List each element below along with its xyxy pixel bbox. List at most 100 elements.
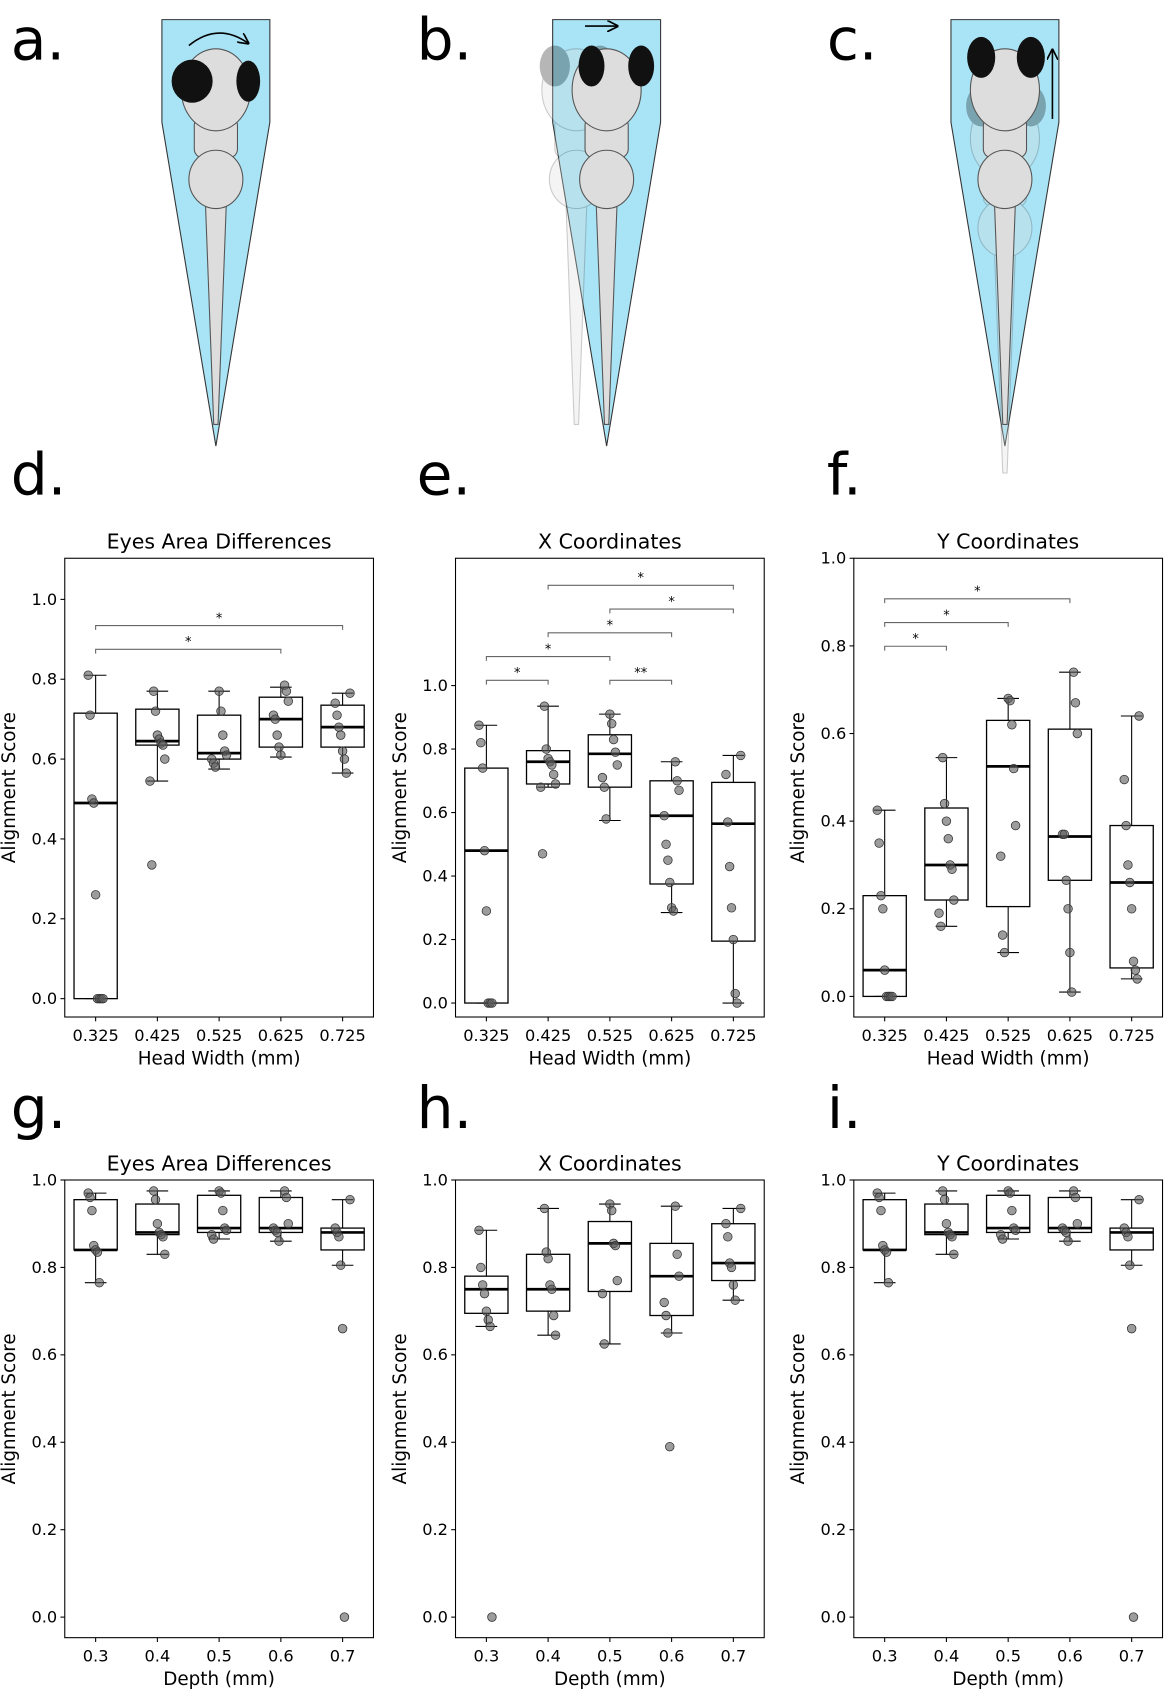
y-tick-label: 1.0: [422, 676, 448, 695]
data-point: [659, 1297, 669, 1308]
data-point: [878, 904, 888, 914]
box: [464, 767, 509, 1004]
data-point: [145, 776, 155, 786]
data-point: [943, 833, 953, 844]
data-point: [270, 714, 281, 724]
data-point: [597, 772, 608, 783]
x-tick-label: 0.525: [985, 1026, 1031, 1045]
x-axis-label: Depth (mm): [952, 1669, 1064, 1690]
significance-label: *: [185, 635, 192, 650]
y-tick-label: 1.0: [821, 549, 847, 568]
y-tick-label: 0.8: [821, 636, 847, 655]
data-point: [283, 696, 293, 706]
data-point: [487, 998, 497, 1008]
data-point: [674, 785, 684, 796]
data-point: [92, 1247, 103, 1257]
data-point: [550, 779, 561, 789]
data-point: [601, 814, 611, 824]
data-point: [94, 1278, 105, 1288]
plot-frame: [64, 557, 375, 1018]
data-point: [663, 1328, 673, 1338]
data-point: [1007, 1205, 1017, 1216]
significance-label: *: [912, 632, 919, 647]
data-point: [474, 720, 484, 730]
data-point: [997, 1234, 1008, 1244]
y-tick-label: 0.2: [422, 1520, 448, 1539]
data-point: [724, 861, 735, 872]
box: [711, 1223, 756, 1282]
data-point: [949, 895, 959, 905]
data-point: [1126, 1323, 1137, 1334]
data-point: [1068, 667, 1079, 677]
data-point: [477, 1280, 488, 1290]
x-tick-label: 0.725: [319, 1026, 365, 1045]
data-point: [597, 1288, 608, 1299]
data-point: [541, 744, 551, 754]
data-point: [158, 1232, 168, 1242]
data-point: [1126, 904, 1137, 914]
data-point: [539, 1203, 550, 1214]
data-point: [883, 1278, 894, 1288]
data-point: [150, 706, 161, 716]
y-tick-label: 0.6: [422, 803, 448, 822]
significance-bracket: [485, 679, 549, 685]
data-point: [612, 1275, 622, 1286]
data-point: [160, 754, 170, 764]
data-point: [1063, 904, 1073, 914]
data-point: [1134, 711, 1144, 721]
data-point: [941, 816, 952, 826]
data-point: [281, 1192, 292, 1203]
x-tick-label: 0.7: [720, 1646, 746, 1665]
data-point: [221, 750, 232, 760]
data-point: [732, 998, 742, 1008]
y-tick-label: 0.6: [821, 1345, 847, 1364]
x-axis-label: Depth (mm): [163, 1669, 275, 1690]
significance-label: *: [943, 608, 950, 623]
data-point: [148, 686, 159, 696]
data-point: [736, 750, 746, 761]
y-tick-label: 0.4: [422, 1433, 448, 1452]
data-point: [997, 930, 1008, 940]
box: [1109, 824, 1154, 969]
y-tick-label: 0.6: [31, 1345, 57, 1364]
significance-label: *: [514, 666, 521, 681]
panel-label: d.: [11, 441, 67, 509]
data-point: [670, 757, 681, 767]
data-point: [210, 762, 221, 772]
data-point: [337, 746, 348, 756]
y-tick-label: 0.6: [422, 1345, 448, 1364]
data-point: [345, 1194, 355, 1205]
significance-label: *: [607, 619, 614, 634]
data-point: [479, 845, 490, 856]
data-point: [876, 1205, 886, 1216]
data-point: [334, 722, 344, 732]
significance-bracket: [609, 608, 734, 614]
box: [924, 807, 969, 901]
chart-title: Y Coordinates: [936, 530, 1079, 554]
data-point: [728, 1280, 739, 1290]
y-tick-label: 0.4: [821, 1433, 847, 1452]
chart-title: Eyes Area Differences: [107, 1151, 332, 1175]
data-point: [89, 798, 99, 808]
data-point: [87, 1205, 97, 1216]
box: [1109, 1227, 1154, 1251]
x-tick-label: 0.4: [934, 1646, 960, 1665]
data-point: [1125, 877, 1135, 888]
data-point: [1005, 1188, 1015, 1198]
data-point: [98, 993, 108, 1004]
data-point: [949, 1249, 959, 1260]
data-point: [610, 747, 621, 757]
data-point: [607, 1205, 617, 1216]
x-tick-label: 0.525: [196, 1026, 242, 1045]
box: [711, 781, 756, 942]
y-axis-label: Alignment Score: [788, 1333, 809, 1484]
y-tick-label: 0.0: [422, 1608, 448, 1627]
data-point: [83, 670, 93, 680]
significance-label: *: [668, 595, 675, 610]
x-tick-label: 0.3: [474, 1646, 500, 1665]
data-point: [726, 903, 737, 913]
x-tick-label: 0.525: [587, 1026, 633, 1045]
data-point: [152, 1219, 163, 1229]
